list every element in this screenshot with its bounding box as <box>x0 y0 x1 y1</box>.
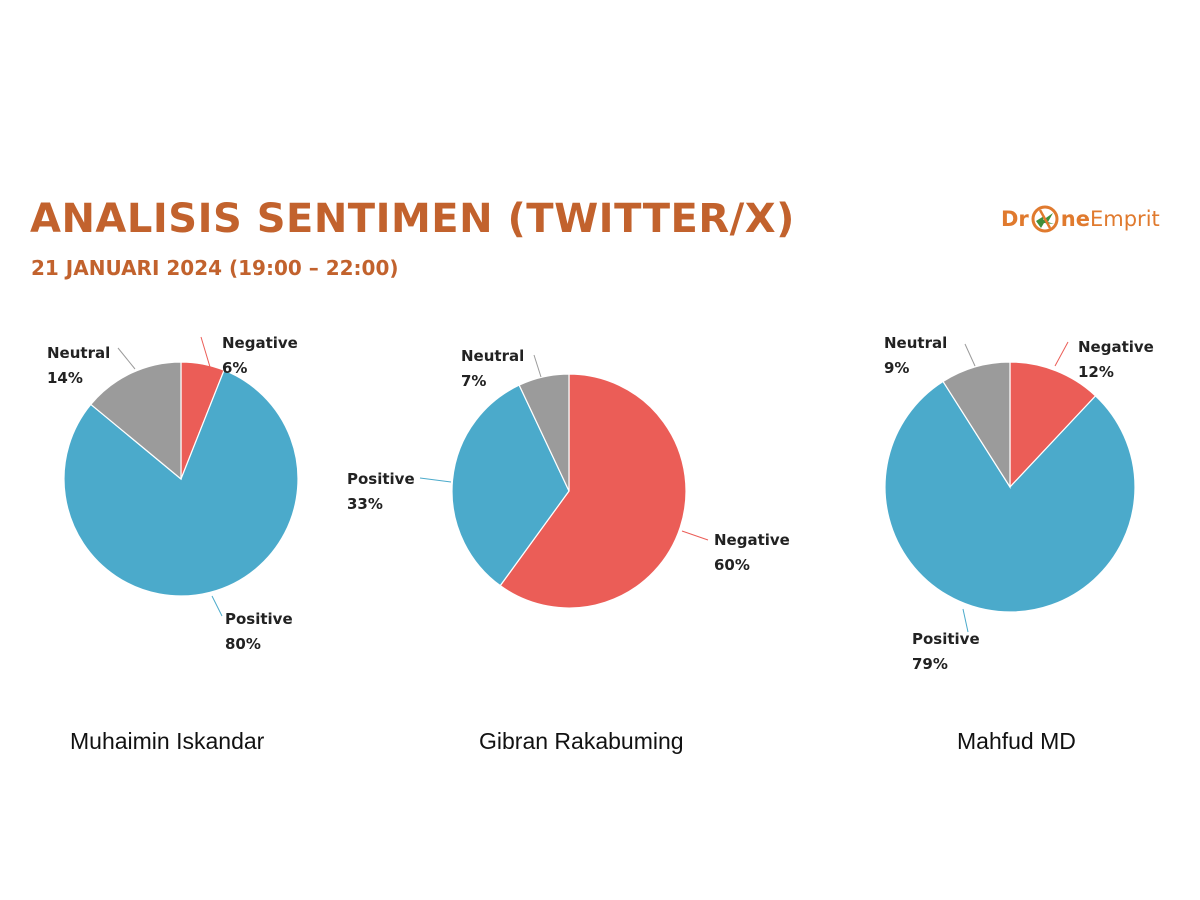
drone-bird-icon <box>1031 205 1059 233</box>
slice-label-mahfud-md-neutral: Neutral <box>884 334 947 352</box>
slice-label-gibran-rakabuming-neutral: Neutral <box>461 347 524 365</box>
slice-value-muhaimin-iskandar-negative: 6% <box>222 359 247 377</box>
slice-value-gibran-rakabuming-neutral: 7% <box>461 372 486 390</box>
slice-label-mahfud-md-negative: Negative <box>1078 338 1154 356</box>
slice-label-muhaimin-iskandar-neutral: Neutral <box>47 344 110 362</box>
page-subtitle: 21 JANUARI 2024 (19:00 – 22:00) <box>31 256 399 280</box>
leader-line-mahfud-md-negative <box>1054 341 1069 367</box>
pie-slice-gibran-rakabuming-negative <box>499 373 687 609</box>
slice-label-mahfud-md-positive: Positive <box>912 630 980 648</box>
pie-slice-muhaimin-iskandar-neutral <box>90 361 182 481</box>
chart-title-muhaimin: Muhaimin Iskandar <box>70 728 265 754</box>
page-title: ANALISIS SENTIMEN (TWITTER/X) <box>30 196 795 242</box>
slice-value-mahfud-md-positive: 79% <box>912 655 948 673</box>
leader-line-mahfud-md-neutral <box>964 343 976 367</box>
pie-slice-mahfud-md-negative <box>1009 361 1097 489</box>
slice-value-mahfud-md-negative: 12% <box>1078 363 1114 381</box>
drone-emprit-logo: Dr ne Emprit <box>1001 201 1160 237</box>
pie-slice-muhaimin-iskandar-positive <box>63 369 299 597</box>
chart-title-gibran: Gibran Rakabuming <box>479 728 684 754</box>
slice-value-gibran-rakabuming-negative: 60% <box>714 556 750 574</box>
leader-line-gibran-rakabuming-neutral <box>533 354 542 378</box>
chart-title-mahfud: Mahfud MD <box>957 728 1076 754</box>
slice-label-muhaimin-iskandar-negative: Negative <box>222 334 298 352</box>
leader-line-gibran-rakabuming-negative <box>681 530 709 541</box>
pie-slice-gibran-rakabuming-positive <box>451 384 570 587</box>
slice-label-muhaimin-iskandar-positive: Positive <box>225 610 293 628</box>
slice-label-gibran-rakabuming-negative: Negative <box>714 531 790 549</box>
logo-text-dr: Dr <box>1001 207 1029 231</box>
leader-line-muhaimin-iskandar-negative <box>200 336 211 368</box>
pie-slice-mahfud-md-positive <box>884 380 1136 613</box>
pie-slice-gibran-rakabuming-neutral <box>518 373 570 492</box>
slice-value-mahfud-md-neutral: 9% <box>884 359 909 377</box>
leader-line-gibran-rakabuming-positive <box>419 477 452 483</box>
logo-text-emprit: Emprit <box>1090 207 1160 231</box>
leader-line-muhaimin-iskandar-neutral <box>117 347 136 370</box>
logo-text-ne: ne <box>1060 207 1090 231</box>
leader-line-muhaimin-iskandar-positive <box>211 595 223 617</box>
slice-value-muhaimin-iskandar-neutral: 14% <box>47 369 83 387</box>
slice-label-gibran-rakabuming-positive: Positive <box>347 470 415 488</box>
slice-value-muhaimin-iskandar-positive: 80% <box>225 635 261 653</box>
leader-line-mahfud-md-positive <box>962 608 969 633</box>
pie-slice-mahfud-md-neutral <box>942 361 1011 490</box>
slice-value-gibran-rakabuming-positive: 33% <box>347 495 383 513</box>
